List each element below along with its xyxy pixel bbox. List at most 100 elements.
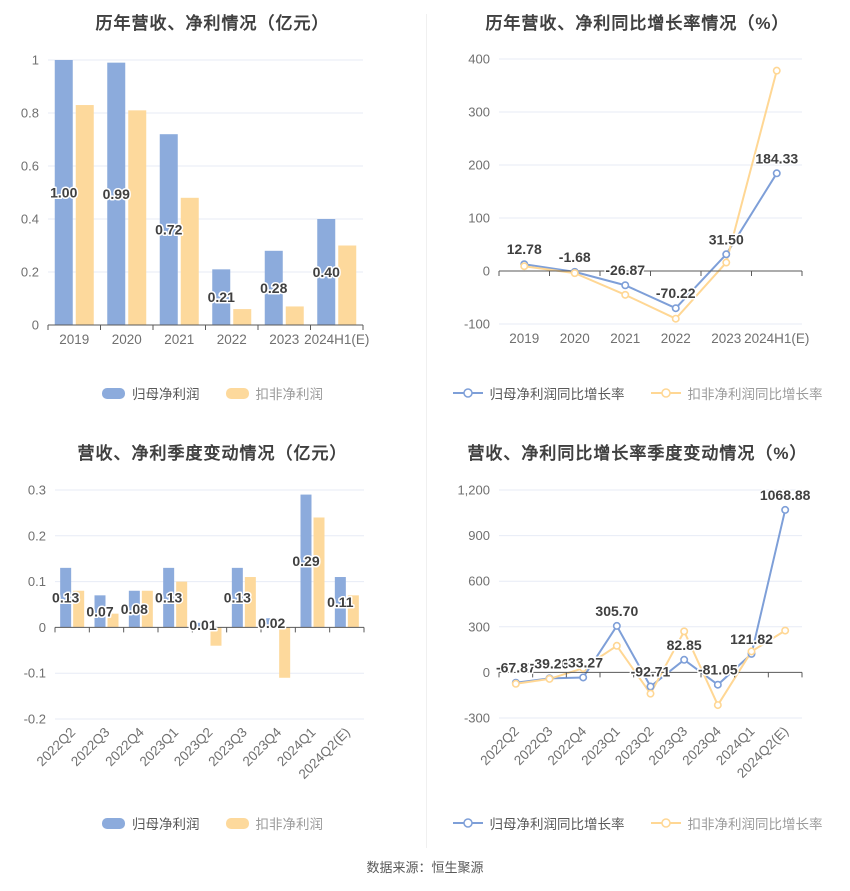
chart-annual-growth: 历年营收、净利同比增长率情况（%） -100 0 100 200 300 400 2019 2… (425, 0, 850, 430)
legend-label: 扣非净利润同比增长率 (687, 817, 823, 832)
bar-primary (231, 567, 243, 628)
legend-item-primary[interactable]: 归母净利润同比增长率 (452, 383, 625, 403)
chart-quarterly-growth: 营收、净利同比增长率季度变动情况（%） -300 0 300 600 900 1,200 2… (425, 430, 850, 860)
legend-item-primary[interactable]: 归母净利润 (102, 813, 200, 833)
y-tick-label: 0.2 (21, 265, 39, 280)
bar-primary (159, 134, 178, 325)
data-point-marker (621, 290, 630, 299)
data-point-marker (781, 505, 790, 514)
y-tick-label: -300 (464, 711, 490, 726)
legend-line-marker (452, 388, 483, 398)
y-tick-label: 200 (468, 158, 490, 173)
bar-secondary (73, 590, 85, 628)
value-label: 305.70 (595, 603, 638, 619)
legend-item-secondary[interactable]: 扣非净利润同比增长率 (650, 813, 823, 833)
legend-line-marker (650, 388, 681, 398)
bar-primary (163, 567, 175, 628)
value-label: -70.22 (656, 285, 696, 301)
legend-item-secondary[interactable]: 扣非净利润同比增长率 (650, 383, 823, 403)
legend-swatch (102, 817, 125, 829)
bar-secondary (107, 613, 119, 628)
data-point-marker (579, 664, 588, 673)
legend-ring (462, 388, 473, 398)
data-point-marker (612, 641, 621, 650)
x-tick-label: 2019 (509, 331, 539, 346)
legend-item-secondary[interactable]: 扣非净利润 (225, 383, 324, 403)
bar-secondary (141, 590, 153, 628)
legend-line-marker (452, 818, 483, 828)
bar-secondary (75, 105, 94, 325)
data-point-marker (579, 673, 588, 682)
value-label: 1068.88 (760, 487, 811, 503)
value-label: 0.29 (292, 553, 319, 569)
value-label: 12.78 (507, 241, 542, 257)
value-label: 0.07 (86, 603, 113, 619)
y-tick-label: 0 (39, 620, 46, 635)
legend-line-marker (650, 818, 681, 828)
data-point-marker (722, 258, 731, 267)
y-tick-label: 600 (468, 574, 490, 589)
y-tick-label: 0.1 (28, 574, 46, 589)
bar-primary (317, 219, 336, 325)
value-label: -1.68 (559, 249, 591, 265)
y-tick-label: -0.1 (24, 666, 46, 681)
y-tick-label: 1 (32, 53, 39, 68)
data-point-marker (680, 655, 689, 664)
legend-label: 扣非净利润同比增长率 (687, 387, 823, 402)
bar-primary (197, 622, 209, 628)
y-tick-label: 900 (468, 528, 490, 543)
value-label: 0.08 (121, 601, 148, 617)
quarterly-amounts-plot: -0.2-0.100.10.20.32022Q22022Q32022Q42023… (24, 483, 365, 782)
chart-title: 历年营收、净利同比增长率情况（%） (485, 14, 790, 33)
legend-label: 归母净利润 (132, 387, 200, 402)
data-point-marker (545, 674, 554, 683)
x-tick-label: 2021 (610, 331, 640, 346)
legend-item-secondary[interactable]: 扣非净利润 (225, 813, 324, 833)
bar-primary (128, 590, 140, 628)
y-tick-label: 400 (468, 52, 490, 67)
value-label: 0.13 (224, 590, 251, 606)
legend-label: 扣非净利润 (255, 387, 324, 402)
x-tick-label: 2022 (661, 331, 691, 346)
y-tick-label: 300 (468, 619, 490, 634)
value-label: 0.11 (327, 594, 354, 610)
x-tick-label: 2022 (217, 332, 247, 347)
x-tick-label: 2020 (112, 332, 142, 347)
bar-secondary (338, 245, 357, 325)
data-point-marker (772, 66, 781, 75)
chart-legend: 归母净利润 扣非净利润 (0, 813, 425, 833)
value-label: 0.01 (189, 617, 216, 633)
bar-secondary (285, 306, 304, 325)
y-tick-label: 0 (483, 264, 490, 279)
value-label: -67.87 (496, 660, 536, 676)
data-point-marker (570, 269, 579, 278)
legend-label: 扣非净利润 (255, 817, 324, 832)
annual-growth-plot: -100 0 100 200 300 400 2019 2020 2021 2022 2023 202… (464, 52, 809, 347)
x-tick-label: 2024H1(E) (744, 331, 809, 346)
data-point-marker (722, 250, 731, 259)
legend-swatch (225, 817, 249, 829)
x-tick-label: 2024H1(E) (304, 332, 369, 347)
legend-ring (660, 388, 671, 398)
value-label: 0.40 (313, 264, 340, 280)
y-tick-label: 0.4 (21, 212, 39, 227)
legend-item-primary[interactable]: 归母净利润 (102, 383, 200, 403)
bar-primary (94, 595, 106, 628)
value-label: 0.72 (155, 222, 182, 238)
legend-label: 归母净利润同比增长率 (489, 817, 625, 832)
x-tick-label: 2023 (269, 332, 299, 347)
y-tick-label: 300 (468, 105, 490, 120)
data-point-marker (713, 701, 722, 710)
bar-primary (266, 618, 278, 628)
legend-item-primary[interactable]: 归母净利润同比增长率 (452, 813, 625, 833)
bar-secondary (347, 595, 359, 628)
y-tick-label: 100 (468, 211, 490, 226)
chart-title: 历年营收、净利情况（亿元） (95, 14, 330, 33)
x-tick-label: 2020 (560, 331, 590, 346)
x-tick-label: 2023 (711, 331, 741, 346)
chart-legend: 归母净利润同比增长率 扣非净利润同比增长率 (425, 383, 850, 403)
data-source-label: 数据来源：恒生聚源 (366, 860, 484, 875)
legend-swatch (225, 387, 249, 399)
y-tick-label: -100 (464, 317, 490, 332)
legend-swatch (102, 387, 125, 399)
